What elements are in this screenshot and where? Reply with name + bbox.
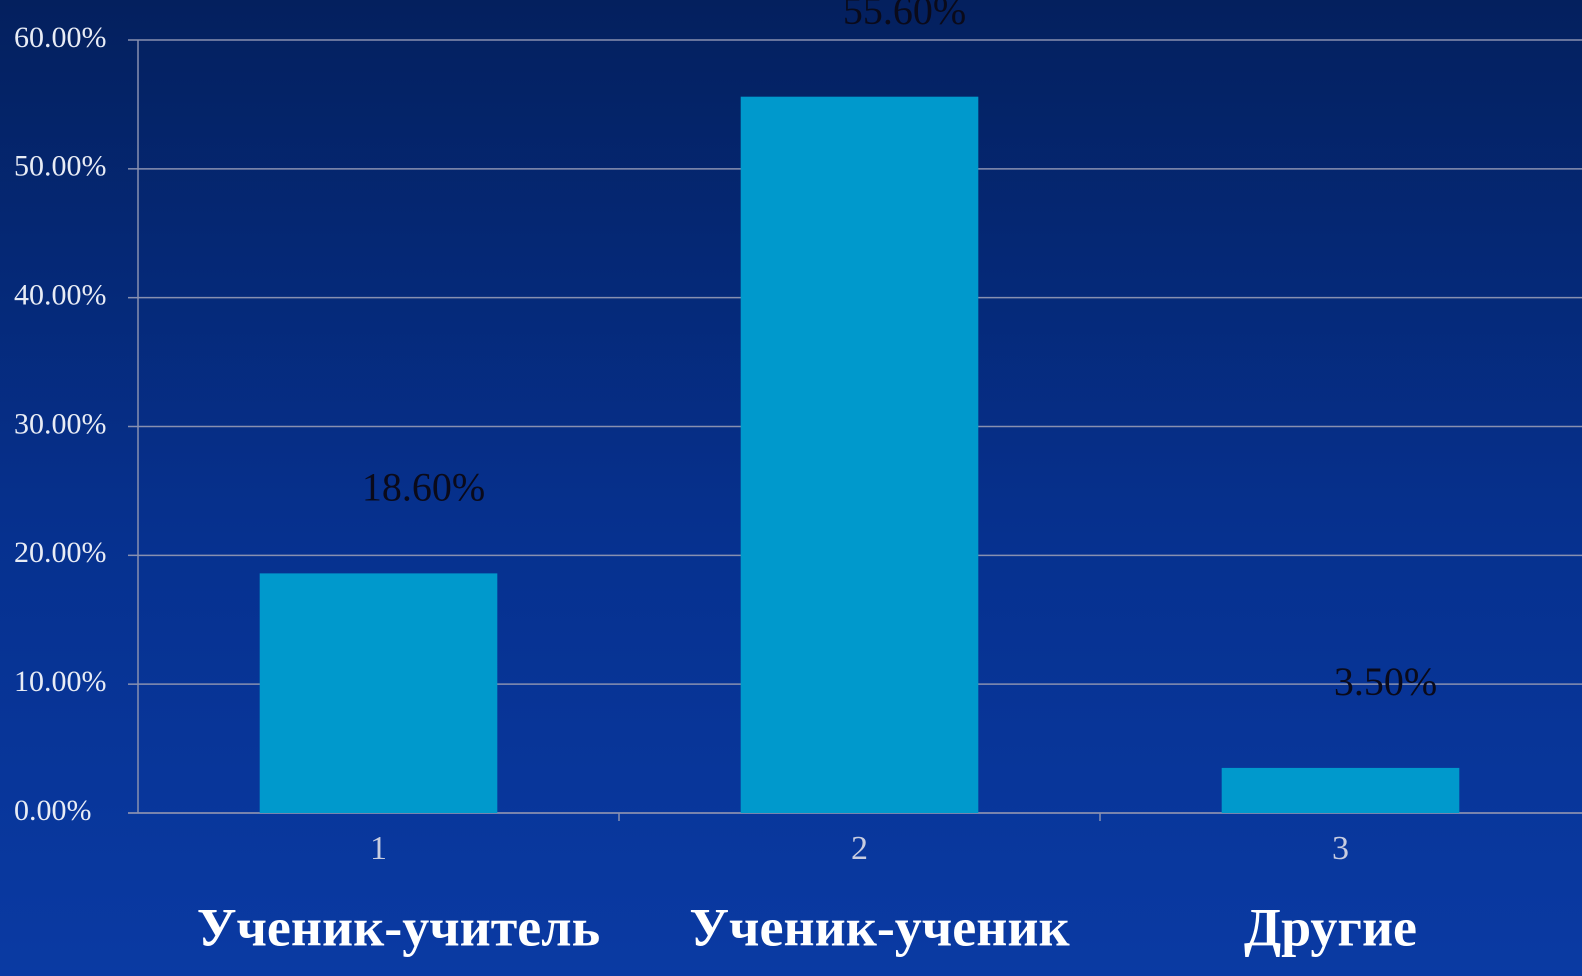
category-name: Ученик-учитель — [197, 897, 600, 957]
y-tick-label: 20.00% — [14, 536, 107, 569]
x-tick-label: 1 — [370, 830, 387, 867]
y-tick-label: 30.00% — [14, 407, 107, 440]
y-tick-label: 50.00% — [14, 150, 107, 183]
bar — [1221, 767, 1460, 813]
bar — [740, 96, 979, 814]
y-tick-label: 0.00% — [14, 794, 92, 827]
y-tick-label: 60.00% — [14, 21, 107, 54]
value-label: 3.50% — [1334, 659, 1437, 704]
bar — [259, 573, 498, 813]
x-tick-label: 2 — [851, 830, 868, 867]
category-name: Ученик-ученик — [689, 897, 1070, 957]
category-name: Другие — [1244, 897, 1417, 957]
y-tick-label: 40.00% — [14, 279, 107, 312]
x-tick-label: 3 — [1332, 830, 1349, 867]
y-tick-label: 10.00% — [14, 665, 107, 698]
value-label: 55.60% — [843, 0, 966, 33]
value-label: 18.60% — [362, 465, 485, 510]
